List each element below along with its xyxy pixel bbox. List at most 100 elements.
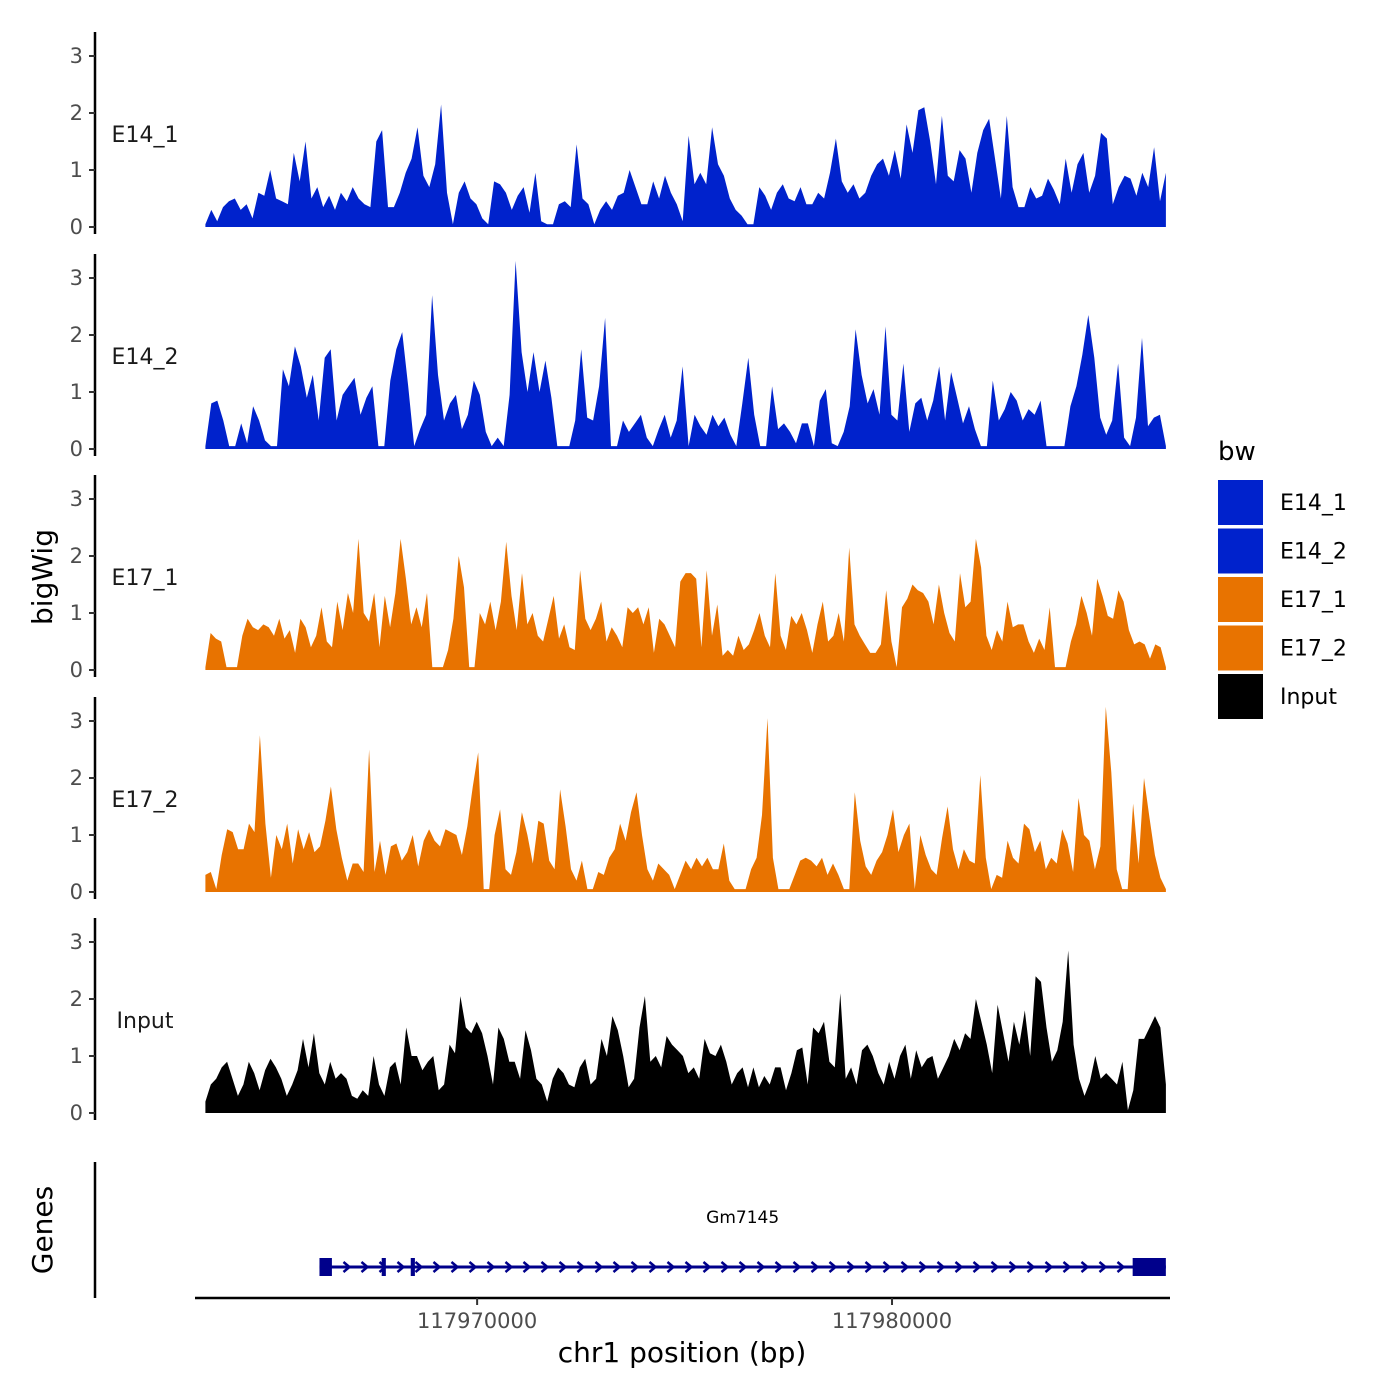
- legend: bw E14_1 E14_2 E17_1 E17_2 Input: [1218, 437, 1347, 719]
- strand-arrow: [666, 1261, 676, 1273]
- strand-arrow: [522, 1261, 532, 1273]
- y-tick-label: 0: [70, 215, 83, 239]
- strand-arrow: [396, 1261, 406, 1273]
- legend-label: E14_2: [1280, 540, 1347, 565]
- strand-arrow: [900, 1261, 910, 1273]
- y-tick-label: 2: [70, 323, 83, 347]
- y-tick-label: 3: [70, 266, 83, 290]
- track-panel: 0 1 2 3 E14_1: [70, 32, 1166, 239]
- legend-label: E17_2: [1280, 637, 1347, 662]
- strand-arrow: [918, 1261, 928, 1273]
- legend-swatch: [1218, 625, 1263, 671]
- legend-items: E14_1 E14_2 E17_1 E17_2 Input: [1218, 480, 1347, 719]
- y-tick-label: 0: [70, 1101, 83, 1125]
- strand-arrow: [558, 1261, 568, 1273]
- track-panel: 0 1 2 3 E14_2: [70, 254, 1166, 461]
- signal-area-e14-2: [205, 260, 1166, 449]
- strand-arrow: [774, 1261, 784, 1273]
- y-tick-label: 0: [70, 658, 83, 682]
- track-label: Input: [117, 1009, 174, 1034]
- y-tick-label: 3: [70, 930, 83, 954]
- strand-arrow: [972, 1261, 982, 1273]
- y-tick-label: 0: [70, 880, 83, 904]
- strand-arrow: [630, 1261, 640, 1273]
- strand-arrow: [1044, 1261, 1054, 1273]
- strand-arrow: [738, 1261, 748, 1273]
- y-tick-label: 2: [70, 544, 83, 568]
- strand-arrow: [846, 1261, 856, 1273]
- gene-model: Gm7145: [319, 1208, 1166, 1276]
- gene-exon: [410, 1258, 415, 1276]
- strand-arrow: [684, 1261, 694, 1273]
- track-panel: 0 1 2 3 Input: [70, 918, 1166, 1125]
- signal-area-e17-2: [205, 706, 1166, 892]
- strand-arrow: [576, 1261, 586, 1273]
- strand-arrow: [864, 1261, 874, 1273]
- strand-arrow: [882, 1261, 892, 1273]
- strand-arrow: [720, 1261, 730, 1273]
- strand-arrow: [702, 1261, 712, 1273]
- strand-arrow: [612, 1261, 622, 1273]
- strand-arrow: [792, 1261, 802, 1273]
- strand-arrow: [1008, 1261, 1018, 1273]
- y-tick-label: 2: [70, 987, 83, 1011]
- x-tick-label: 117970000: [417, 1309, 537, 1333]
- track-label: E17_1: [112, 566, 179, 591]
- x-tick-label: 117980000: [832, 1309, 952, 1333]
- genes-track-title: Genes: [26, 1186, 59, 1274]
- track-label: E14_1: [112, 123, 179, 148]
- gene-exon: [319, 1258, 332, 1276]
- gene-label: Gm7145: [706, 1208, 779, 1228]
- x-ticks: 117970000 117980000: [417, 1298, 952, 1333]
- legend-swatch: [1218, 577, 1263, 622]
- strand-arrow: [342, 1261, 352, 1273]
- legend-swatch: [1218, 480, 1263, 525]
- y-tick-label: 2: [70, 766, 83, 790]
- x-axis-title: chr1 position (bp): [558, 1336, 807, 1369]
- track-label: E17_2: [112, 788, 179, 813]
- strand-arrow: [504, 1261, 514, 1273]
- legend-label: Input: [1280, 685, 1337, 710]
- strand-arrow: [828, 1261, 838, 1273]
- legend-label: E17_1: [1280, 588, 1347, 613]
- y-axis-title: bigWig: [26, 529, 59, 625]
- strand-arrow: [810, 1261, 820, 1273]
- y-tick-label: 1: [70, 158, 83, 182]
- strand-arrow: [450, 1261, 460, 1273]
- strand-arrow: [936, 1261, 946, 1273]
- legend-label: E14_1: [1280, 491, 1347, 516]
- strand-arrow: [594, 1261, 604, 1273]
- strand-arrow: [990, 1261, 1000, 1273]
- y-tick-label: 1: [70, 601, 83, 625]
- genes-track: Genes Gm7145: [26, 1162, 1166, 1298]
- strand-arrow: [1062, 1261, 1072, 1273]
- strand-arrow: [432, 1261, 442, 1273]
- signal-tracks: 0 1 2 3 E14_1 0 1 2 3 E14_2 0 1 2 3 E17_1 0 1 2 3 E17_2 0 1 2 3…: [70, 32, 1166, 1125]
- y-tick-label: 3: [70, 44, 83, 68]
- strand-arrow: [414, 1261, 424, 1273]
- y-tick-label: 2: [70, 101, 83, 125]
- strand-arrow: [1116, 1261, 1126, 1273]
- signal-area-e14-1: [205, 104, 1166, 227]
- strand-arrow: [1026, 1261, 1036, 1273]
- gene-exon: [381, 1258, 386, 1276]
- strand-arrow: [540, 1261, 550, 1273]
- x-axis: 117970000 117980000 chr1 position (bp): [195, 1296, 1170, 1369]
- y-tick-label: 1: [70, 1044, 83, 1068]
- legend-swatch: [1218, 674, 1263, 719]
- strand-arrow: [360, 1261, 370, 1273]
- legend-title: bw: [1218, 437, 1256, 467]
- strand-arrow: [954, 1261, 964, 1273]
- y-tick-label: 1: [70, 380, 83, 404]
- track-panel: 0 1 2 3 E17_1: [70, 475, 1166, 682]
- y-tick-label: 1: [70, 823, 83, 847]
- strand-arrow: [1098, 1261, 1108, 1273]
- signal-area-input: [205, 950, 1166, 1113]
- strand-arrow: [1080, 1261, 1090, 1273]
- legend-swatch: [1218, 528, 1263, 574]
- strand-arrow: [756, 1261, 766, 1273]
- strand-arrow: [468, 1261, 478, 1273]
- gene-models: Gm7145: [319, 1208, 1166, 1276]
- strand-arrow: [648, 1261, 658, 1273]
